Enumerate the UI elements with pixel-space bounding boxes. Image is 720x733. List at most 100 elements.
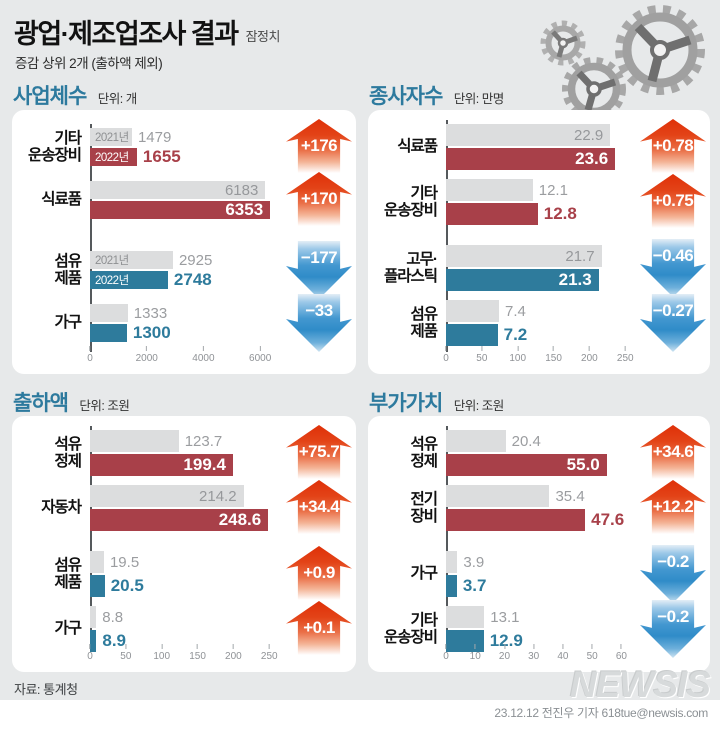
value-label: 23.6 <box>575 149 609 168</box>
bar-row-2022: 55.0 <box>446 454 636 476</box>
bar-group: 섬유 제품 7.4 7.2 −0.27 <box>376 294 710 352</box>
bar-row-2022: 3.7 <box>446 575 636 597</box>
category-label-line: 플라스틱 <box>383 268 438 285</box>
value-label: 20.5 <box>110 576 144 595</box>
bar-row-2022: 23.6 <box>446 148 636 170</box>
bar-2022: 23.6 <box>446 148 616 170</box>
section-header-value-added: 부가가치 단위: 조원 <box>369 387 505 415</box>
bar-2022 <box>90 575 105 597</box>
bar-row-2021: 123.7 <box>90 430 280 452</box>
delta-value: −0.27 <box>652 301 694 320</box>
axis-tick: 100 <box>153 644 170 662</box>
increase-arrow-icon: +34.6 <box>640 425 706 479</box>
chart-panel-business-count: 기타 운송장비 2021년 1479 2022년 1655 +176 식료품 6183 6353 +… <box>12 110 356 374</box>
chart-rows: 석유 정제 123.7 199.4 +75.7 자동차 214.2 248.6 +34.4 섬유 제… <box>12 416 356 655</box>
bar-group: 기타 운송장비 2021년 1479 2022년 1655 +176 <box>20 119 356 173</box>
increase-arrow-icon: +34.4 <box>286 480 352 534</box>
axis-baseline <box>446 120 448 352</box>
category-label-line: 석유 <box>410 435 438 453</box>
delta-value: −177 <box>300 248 338 267</box>
section-header-workers: 종사자수 단위: 만명 <box>369 80 504 108</box>
bar-group: 섬유 제품 19.5 20.5 +0.9 <box>20 546 356 600</box>
bar-2021 <box>446 179 533 201</box>
bar-row-2022: 12.8 <box>446 203 636 225</box>
value-label: 214.2 <box>199 487 237 505</box>
axis-tick: 20 <box>499 644 510 662</box>
bar-2022: 55.0 <box>446 454 607 476</box>
delta-value: +0.75 <box>652 191 694 210</box>
bar-2021: 214.2 <box>90 485 244 507</box>
category-label: 석유 정제 <box>20 430 90 476</box>
bar-pair: 214.2 248.6 <box>90 485 280 531</box>
section-unit: 단위: 조원 <box>453 399 505 413</box>
bar-group: 식료품 22.9 23.6 +0.78 <box>376 119 710 173</box>
chart-rows: 식료품 22.9 23.6 +0.78 기타 운송장비 12.1 12.8 +0.75 고무· 플라… <box>368 110 710 352</box>
x-axis: 0 50 100 150 200 250 <box>87 644 290 664</box>
category-label: 섬유 제품 <box>376 300 446 346</box>
bar-group: 가구 3.9 3.7 −0.2 <box>376 545 710 603</box>
page-title-text: 광업·제조업조사 결과 <box>14 19 239 49</box>
category-label-line: 식료품 <box>41 191 82 209</box>
increase-arrow-icon: +0.9 <box>286 546 352 600</box>
axis-tick: 60 <box>616 644 627 662</box>
category-label: 가구 <box>20 304 90 342</box>
x-axis: 0 2000 4000 6000 <box>87 346 290 366</box>
category-label-line: 섬유 <box>410 305 438 323</box>
category-label-line: 전기 <box>410 490 438 508</box>
category-label-line: 가구 <box>54 620 82 638</box>
delta-value: −0.2 <box>657 607 689 626</box>
axis-tick: 0 <box>443 346 449 364</box>
bar-2021 <box>90 551 104 573</box>
chart-panel-workers: 식료품 22.9 23.6 +0.78 기타 운송장비 12.1 12.8 +0.75 고무· 플라… <box>368 110 710 374</box>
value-label: 123.7 <box>184 432 223 450</box>
category-label-line: 정제 <box>54 453 82 470</box>
category-label: 자동차 <box>20 485 90 531</box>
category-label-line: 자동차 <box>41 499 82 517</box>
bar-group: 기타 운송장비 12.1 12.8 +0.75 <box>376 174 710 228</box>
year-label: 2022년 <box>95 275 129 287</box>
category-label: 전기 장비 <box>376 485 446 531</box>
bar-2021 <box>90 430 179 452</box>
bar-group: 기타 운송장비 13.1 12.9 −0.2 <box>376 600 710 658</box>
increase-arrow-icon: +0.78 <box>640 119 706 173</box>
axis-tick: 30 <box>528 644 539 662</box>
section-title: 출하액 <box>13 392 69 415</box>
bar-row-2022: 20.5 <box>90 575 280 597</box>
bar-pair: 123.7 199.4 <box>90 430 280 476</box>
category-label: 식료품 <box>20 181 90 219</box>
bar-2022 <box>446 203 538 225</box>
delta-value: +34.6 <box>652 442 694 461</box>
value-label: 199.4 <box>183 455 226 474</box>
chart-panel-value-added: 석유 정제 20.4 55.0 +34.6 전기 장비 35.4 47.6 +12.2 가구 3.9 3… <box>368 416 710 672</box>
increase-arrow-icon: +75.7 <box>286 425 352 479</box>
value-label: 22.9 <box>573 126 604 144</box>
value-label: 2925 <box>178 251 213 269</box>
value-label: 47.6 <box>591 510 625 529</box>
category-label: 기타 운송장비 <box>376 179 446 225</box>
newsis-watermark: NEWSIS <box>570 664 711 705</box>
bar-pair: 2021년 2925 2022년 2748 <box>90 251 280 289</box>
value-label: 21.3 <box>558 270 592 289</box>
increase-arrow-icon: +12.2 <box>640 480 706 534</box>
bar-row-2021: 20.4 <box>446 430 636 452</box>
value-label: 20.4 <box>511 432 541 450</box>
bar-group: 식료품 6183 6353 +170 <box>20 172 356 226</box>
value-label: 19.5 <box>109 553 140 571</box>
bar-row-2021: 8.8 <box>90 606 280 628</box>
bar-2022: 6353 <box>90 200 271 219</box>
x-axis: 0 50 100 150 200 250 <box>443 346 646 366</box>
value-label: 3.9 <box>463 553 485 571</box>
bar-row-2021: 6183 <box>90 181 280 199</box>
bar-pair: 12.1 12.8 <box>446 179 636 225</box>
category-label: 섬유 제품 <box>20 251 90 289</box>
bar-row-2022: 2022년 2748 <box>90 270 280 289</box>
increase-arrow-icon: +176 <box>286 119 352 173</box>
bar-2021: 2021년 <box>90 251 173 269</box>
bar-pair: 20.4 55.0 <box>446 430 636 476</box>
category-label-line: 가구 <box>54 314 82 332</box>
axis-tick: 150 <box>189 644 206 662</box>
value-label: 248.6 <box>218 510 262 529</box>
year-label: 2021년 <box>95 132 129 144</box>
bar-row-2021: 12.1 <box>446 179 636 201</box>
section-unit: 단위: 조원 <box>79 399 130 413</box>
